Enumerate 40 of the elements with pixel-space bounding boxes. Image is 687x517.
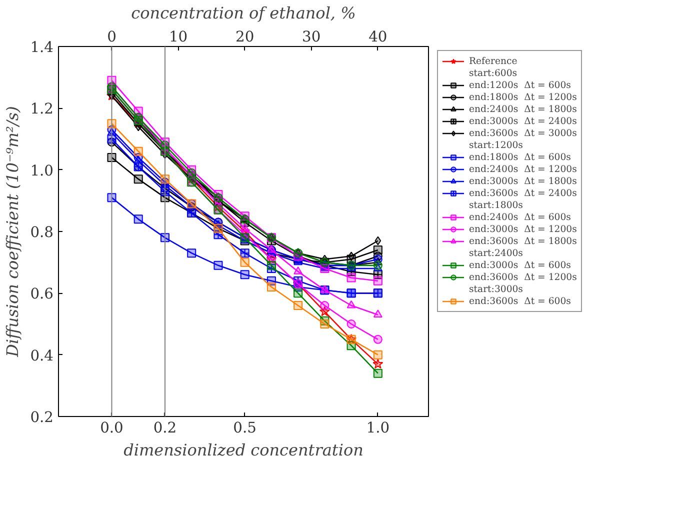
text: start:2400s [469, 248, 523, 258]
y-axis-title: Diffusion coefficient (10⁻⁹m²/s) [3, 106, 22, 358]
legend-label: end:3000s Δt = 1200s [469, 223, 577, 235]
legend-label: end:3000s Δt = 2400s [469, 115, 577, 127]
legend-label: end:1200s Δt = 600s [469, 79, 571, 91]
y-tick-label: 1.4 [30, 39, 54, 56]
text: start:1800s [469, 200, 523, 210]
y-tick-label: 0.4 [30, 347, 54, 364]
x2-tick-label: 20 [236, 28, 254, 46]
text: start:1200s [469, 140, 523, 150]
x2-tick-label: 40 [368, 28, 388, 46]
legend-label: end:1800s Δt = 1200s [469, 91, 577, 103]
y-tick-label: 0.2 [30, 409, 54, 426]
x-axis-title: dimensionlized concentration [124, 440, 364, 460]
legend-label: end:3600s Δt = 600s [469, 295, 571, 307]
legend-label: end:2400s Δt = 1200s [469, 163, 577, 175]
x-tick-label: 0.2 [153, 420, 177, 436]
legend-label: end:2400s Δt = 1800s [469, 103, 577, 115]
x2-tick-label: 10 [168, 28, 188, 46]
legend-label: end:3600s Δt = 1800s [469, 235, 577, 247]
x-tick-label: 0.5 [233, 420, 256, 436]
legend-label: Reference [469, 55, 518, 67]
legend-label: end:2400s Δt = 600s [469, 211, 571, 223]
legend-label: end:3600s Δt = 3000s [469, 127, 577, 139]
text: start:3000s [469, 284, 523, 294]
x-tick-label: 0.0 [100, 420, 124, 436]
y-tick-label: 1.2 [30, 100, 54, 118]
text: start:600s [469, 68, 518, 78]
legend-label: end:1800s Δt = 600s [469, 151, 571, 163]
x-tick-label: 1.0 [366, 420, 390, 436]
y-tick-label: 0.8 [30, 224, 54, 241]
x2-axis-title: concentration of ethanol, % [131, 4, 356, 22]
legend-label: end:3000s Δt = 600s [469, 259, 571, 271]
x2-tick-label: 30 [302, 28, 321, 46]
legend-label: end:3600s Δt = 2400s [469, 187, 577, 199]
y-tick-label: 1.0 [30, 162, 54, 180]
legend-label: end:3000s Δt = 1800s [469, 175, 577, 187]
x2-tick-label: 0 [107, 28, 116, 46]
legend-label: end:3600s Δt = 1200s [469, 271, 577, 283]
y-tick-label: 0.6 [30, 286, 54, 303]
